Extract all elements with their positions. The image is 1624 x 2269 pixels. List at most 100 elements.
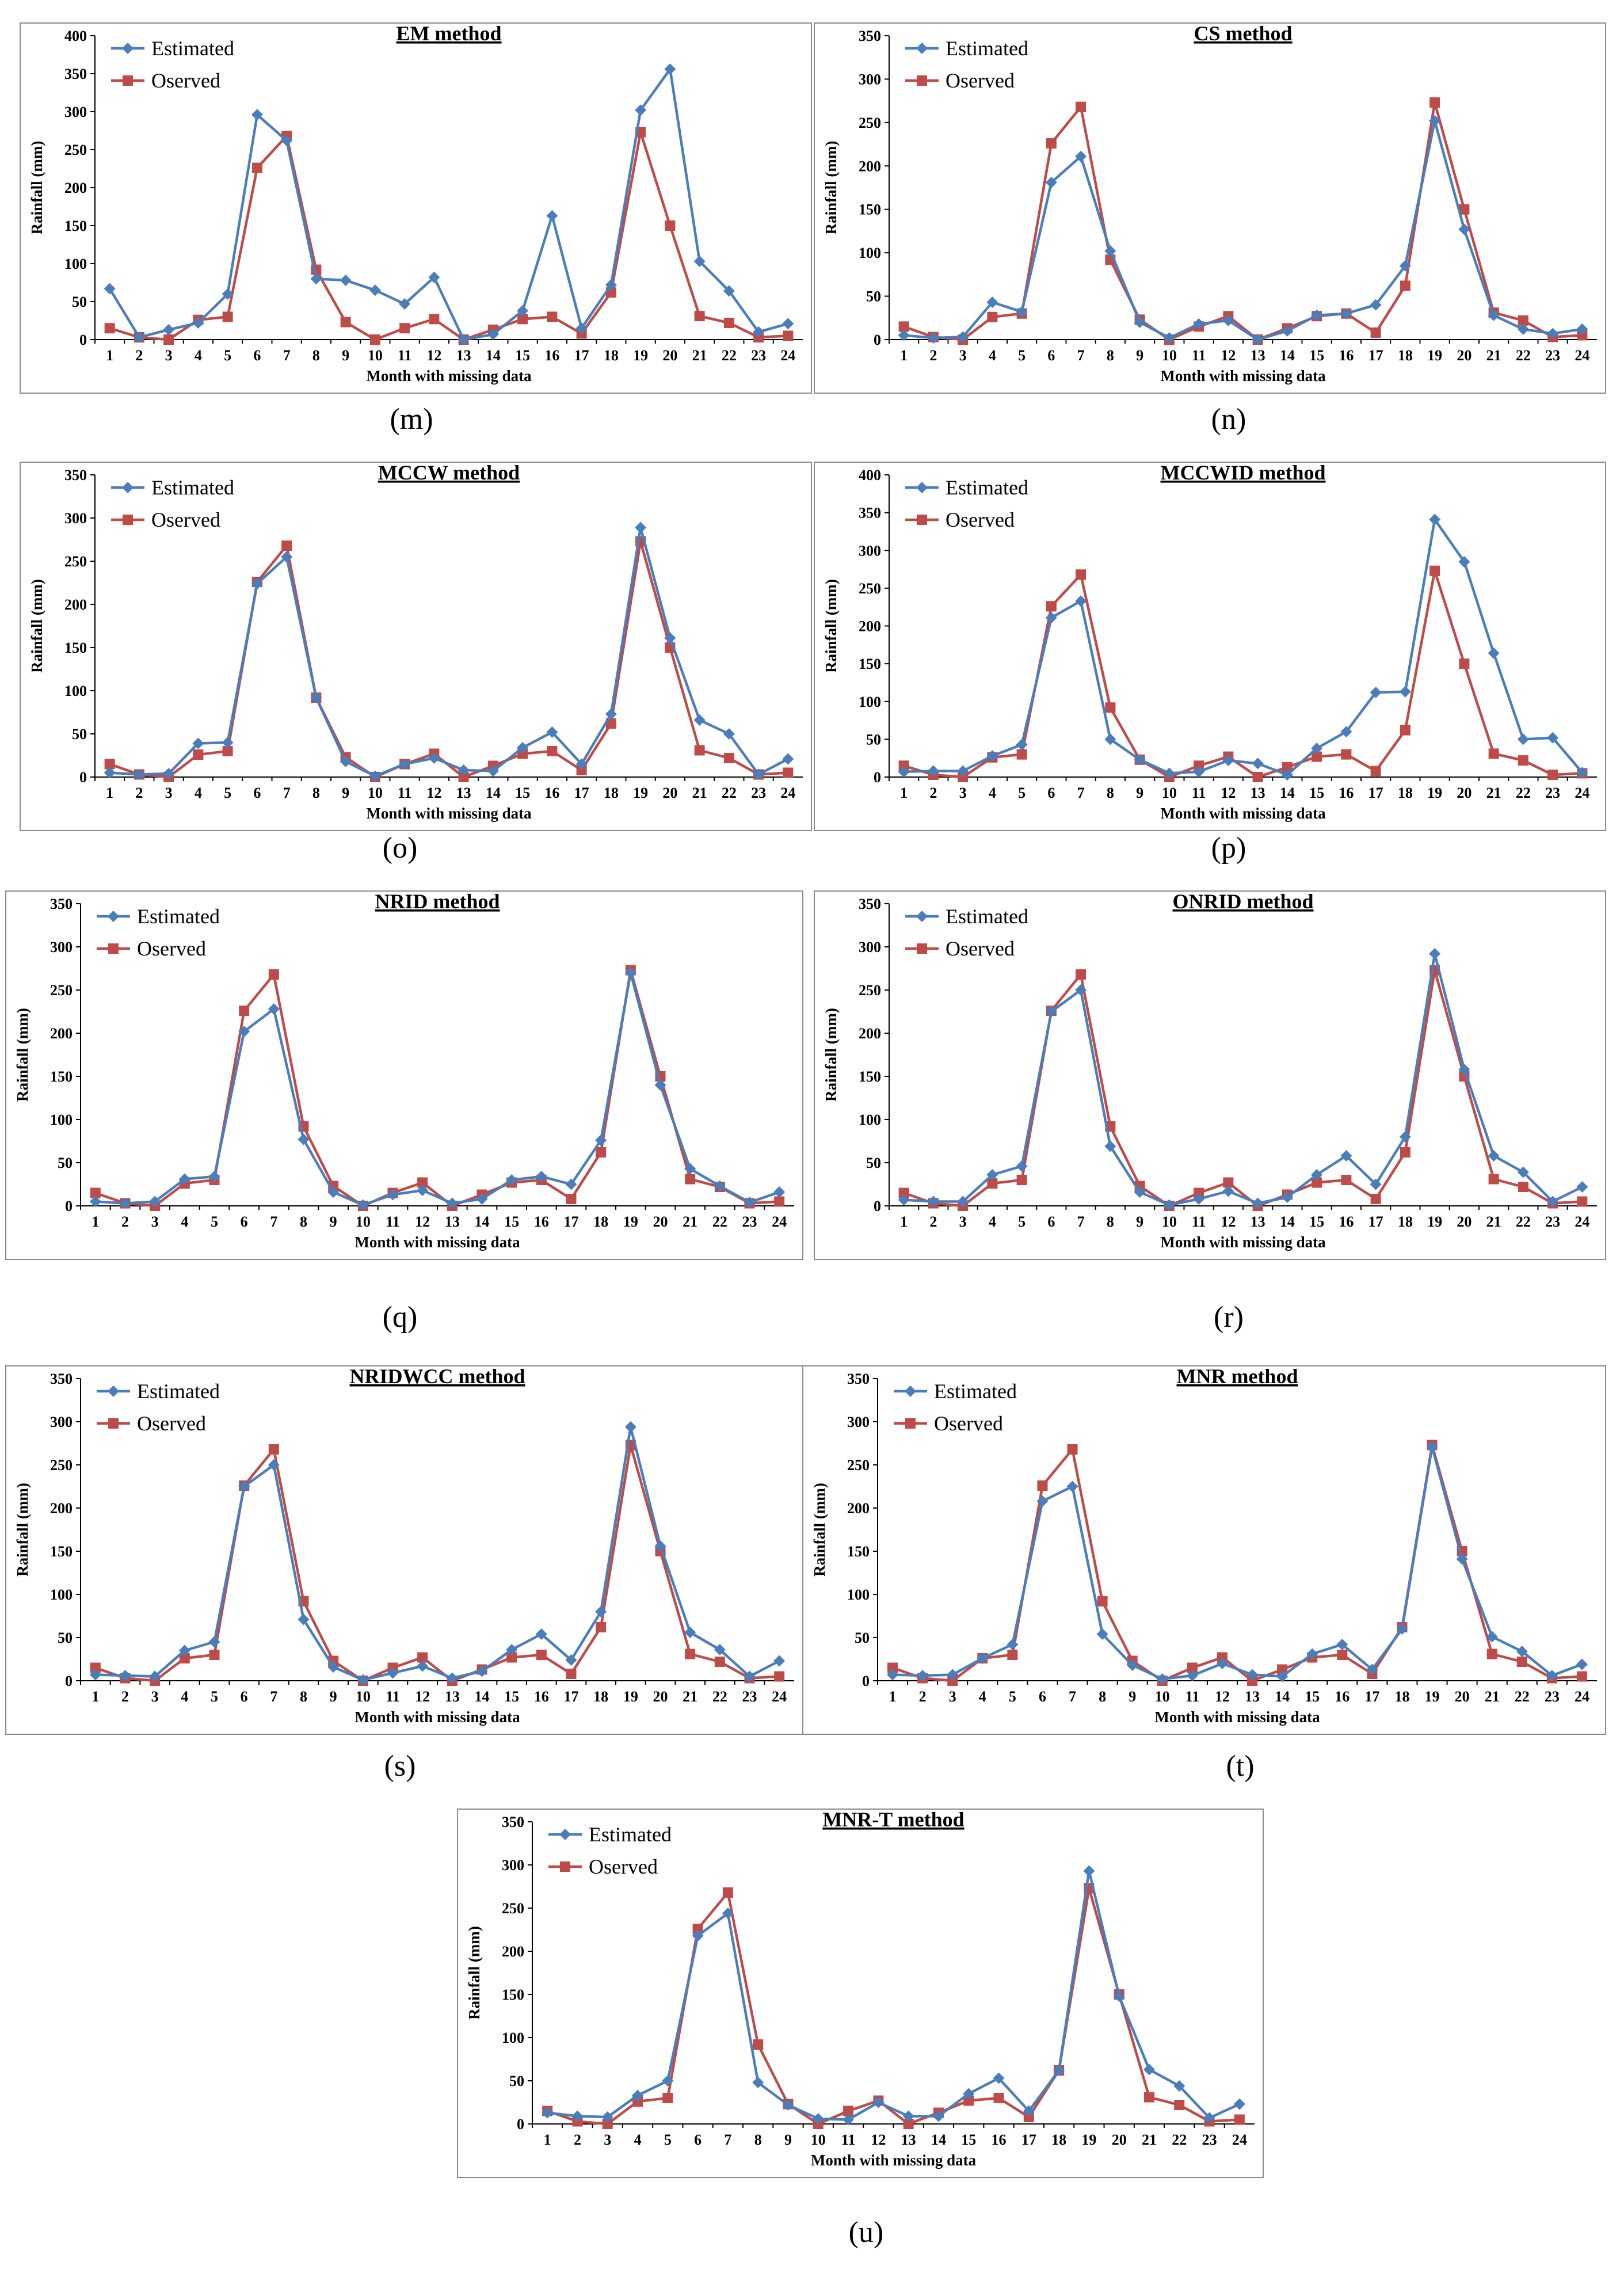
x-tick-label: 12 [871,2131,886,2148]
estimated-point [1340,307,1352,319]
legend-label-estimated: Estimated [151,37,234,60]
x-tick-label: 14 [1280,785,1295,801]
y-tick-label: 50 [866,288,881,305]
observed-point [1217,1652,1227,1663]
observed-point [753,2039,764,2050]
observed-point [1046,601,1057,612]
observed-point [104,759,115,770]
estimated-point [1340,726,1352,738]
x-tick-label: 22 [1516,785,1531,801]
series-line-observed [95,969,780,1208]
estimated-point [1134,753,1146,766]
estimated-point [932,2110,944,2122]
estimated-point [654,1540,666,1552]
y-tick-label: 0 [517,2116,524,2133]
estimated-point [104,283,116,295]
x-tick-label: 13 [456,347,471,364]
x-tick-label: 6 [241,1213,248,1230]
estimated-point [1045,176,1057,188]
estimated-point [446,1197,458,1209]
x-tick-label: 10 [356,1213,371,1230]
estimated-point [1007,1639,1019,1650]
estimated-point [605,708,617,720]
x-tick-label: 4 [989,1213,996,1230]
estimated-point [1126,1659,1138,1671]
x-tick-label: 18 [604,785,619,801]
x-tick-label: 8 [300,1213,307,1230]
estimated-point [357,1199,369,1211]
estimated-point [1399,260,1411,272]
observed-point [987,311,998,322]
x-tick-label: 3 [959,347,967,364]
y-tick-label: 400 [64,28,87,44]
observed-point [576,765,587,775]
estimated-point [782,318,794,330]
observed-point [1143,2092,1154,2103]
x-tick-label: 4 [634,2131,642,2148]
observed-point [1400,280,1410,291]
y-tick-label: 300 [502,1857,524,1874]
y-tick-label: 300 [859,542,881,559]
observed-point [662,2093,673,2103]
y-tick-label: 50 [866,1155,881,1171]
estimated-point [957,1196,969,1208]
chart-frame [457,1809,1264,2178]
estimated-point [517,304,529,317]
estimated-point [1163,332,1175,344]
estimated-point [446,1672,458,1684]
estimated-point [268,1459,280,1471]
series-line-observed [903,101,1583,341]
x-tick-label: 10 [368,785,383,801]
panel-caption: (q) [383,1301,418,1334]
estimated-point [89,1669,101,1681]
x-tick-label: 15 [1309,347,1324,364]
y-tick-label: 100 [50,1586,73,1603]
x-tick-label: 8 [312,785,320,801]
observed-point [632,2096,643,2107]
y-axis-label: Rainfall (mm) [28,141,45,235]
x-tick-label: 9 [342,785,349,801]
estimated-point [1311,1169,1323,1181]
x-axis-label: Month with missing data [366,367,532,384]
y-tick-label: 50 [58,1155,73,1171]
estimated-point [340,756,352,767]
x-tick-label: 4 [195,347,202,364]
observed-point [163,334,174,345]
estimated-point [1096,1628,1108,1640]
series-line-estimated [904,518,1584,776]
x-tick-label: 6 [1047,785,1055,801]
x-tick-label: 23 [1202,2131,1217,2148]
x-tick-label: 17 [1021,2131,1036,2148]
observed-point [1370,1194,1381,1204]
chart-frame [814,890,1606,1260]
x-tick-label: 3 [165,785,173,801]
x-tick-label: 1 [544,2131,551,2148]
legend-label-observed: Oserved [946,69,1015,92]
observed-point [722,1887,733,1898]
estimated-point [872,2096,885,2108]
estimated-point [1075,150,1087,162]
x-tick-label: 17 [1368,785,1383,801]
estimated-point [1173,2080,1185,2092]
y-tick-label: 0 [874,1198,881,1215]
estimated-point [535,1171,547,1182]
estimated-point [357,1674,369,1686]
estimated-point [298,1613,310,1625]
legend-label-observed: Oserved [137,1412,206,1435]
observed-point [268,1444,279,1455]
observed-point [1577,1196,1588,1207]
legend-label-estimated: Estimated [589,1823,672,1846]
legend-label-observed: Oserved [137,937,206,960]
legend-marker-observed [123,515,133,525]
observed-point [1194,1187,1204,1198]
estimated-point [1546,1670,1558,1681]
y-tick-label: 350 [50,1370,73,1387]
x-tick-label: 21 [683,1213,697,1230]
x-tick-label: 20 [1455,1688,1470,1705]
estimated-point [595,1606,607,1617]
x-tick-label: 14 [931,2131,946,2148]
estimated-point [1399,686,1411,698]
estimated-point [1053,2065,1065,2076]
y-tick-label: 350 [847,1370,870,1387]
